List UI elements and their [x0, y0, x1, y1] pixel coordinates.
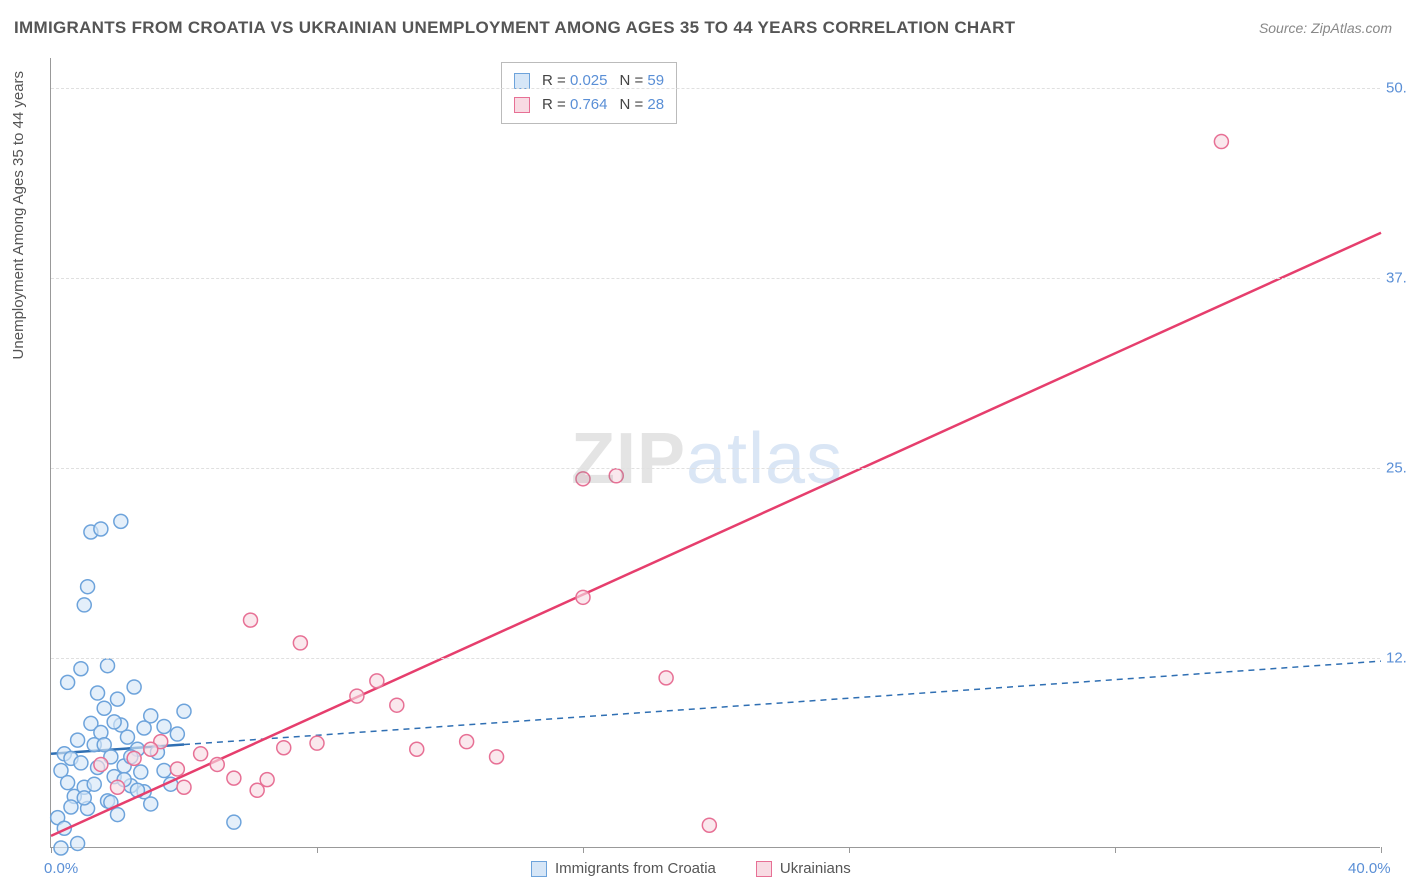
data-point — [107, 715, 121, 729]
chart-svg — [51, 58, 1380, 847]
data-point — [111, 780, 125, 794]
data-point — [61, 675, 75, 689]
legend-row-croatia: R = 0.025 N = 59 — [514, 69, 664, 93]
data-point — [71, 733, 85, 747]
data-point — [177, 704, 191, 718]
data-point — [460, 735, 474, 749]
x-tick — [583, 847, 584, 853]
data-point — [97, 701, 111, 715]
data-point — [134, 765, 148, 779]
data-point — [54, 841, 68, 855]
data-point — [94, 522, 108, 536]
data-point — [127, 680, 141, 694]
data-point — [64, 800, 78, 814]
data-point — [490, 750, 504, 764]
swatch-croatia-icon — [531, 861, 547, 877]
data-point — [227, 815, 241, 829]
y-tick-label: 25.0% — [1386, 460, 1406, 477]
x-tick — [317, 847, 318, 853]
x-tick — [849, 847, 850, 853]
data-point — [87, 777, 101, 791]
x-tick — [1381, 847, 1382, 853]
y-tick-label: 37.5% — [1386, 270, 1406, 287]
trendline — [51, 233, 1381, 836]
data-point — [659, 671, 673, 685]
data-point — [609, 469, 623, 483]
source-label: Source: ZipAtlas.com — [1259, 20, 1392, 36]
data-point — [94, 757, 108, 771]
data-point — [194, 747, 208, 761]
data-point — [157, 764, 171, 778]
data-point — [260, 773, 274, 787]
data-point — [111, 692, 125, 706]
legend-item-ukrainians: Ukrainians — [756, 860, 851, 877]
data-point — [390, 698, 404, 712]
trendline — [184, 661, 1381, 744]
y-axis-title: Unemployment Among Ages 35 to 44 years — [10, 71, 27, 360]
gridline — [51, 658, 1380, 659]
data-point — [77, 598, 91, 612]
data-point — [137, 721, 151, 735]
data-point — [170, 762, 184, 776]
legend-correlation: R = 0.025 N = 59 R = 0.764 N = 28 — [501, 62, 677, 124]
legend-item-croatia: Immigrants from Croatia — [531, 860, 716, 877]
gridline — [51, 278, 1380, 279]
data-point — [177, 780, 191, 794]
data-point — [227, 771, 241, 785]
plot-area: R = 0.025 N = 59 R = 0.764 N = 28 Immigr… — [50, 58, 1380, 848]
data-point — [111, 808, 125, 822]
chart-title: IMMIGRANTS FROM CROATIA VS UKRAINIAN UNE… — [14, 18, 1015, 38]
swatch-ukrainians-icon — [514, 97, 530, 113]
data-point — [77, 791, 91, 805]
data-point — [61, 776, 75, 790]
data-point — [74, 662, 88, 676]
data-point — [350, 689, 364, 703]
data-point — [244, 613, 258, 627]
data-point — [114, 514, 128, 528]
gridline — [51, 468, 1380, 469]
data-point — [91, 686, 105, 700]
data-point — [144, 742, 158, 756]
swatch-croatia-icon — [514, 73, 530, 89]
gridline — [51, 88, 1380, 89]
y-tick-label: 12.5% — [1386, 650, 1406, 667]
x-tick — [1115, 847, 1116, 853]
data-point — [1214, 135, 1228, 149]
data-point — [81, 580, 95, 594]
legend-series: Immigrants from Croatia Ukrainians — [531, 860, 851, 877]
data-point — [97, 738, 111, 752]
data-point — [702, 818, 716, 832]
data-point — [71, 836, 85, 850]
data-point — [74, 756, 88, 770]
swatch-ukrainians-icon — [756, 861, 772, 877]
data-point — [170, 727, 184, 741]
x-tick — [51, 847, 52, 853]
data-point — [370, 674, 384, 688]
legend-row-ukrainians: R = 0.764 N = 28 — [514, 93, 664, 117]
x-axis-max-label: 40.0% — [1348, 860, 1391, 877]
data-point — [210, 757, 224, 771]
data-point — [576, 472, 590, 486]
data-point — [576, 590, 590, 604]
data-point — [127, 751, 141, 765]
data-point — [277, 741, 291, 755]
data-point — [120, 730, 134, 744]
data-point — [293, 636, 307, 650]
data-point — [144, 797, 158, 811]
x-axis-min-label: 0.0% — [44, 860, 78, 877]
data-point — [410, 742, 424, 756]
data-point — [101, 659, 115, 673]
data-point — [157, 719, 171, 733]
y-tick-label: 50.0% — [1386, 80, 1406, 97]
data-point — [310, 736, 324, 750]
